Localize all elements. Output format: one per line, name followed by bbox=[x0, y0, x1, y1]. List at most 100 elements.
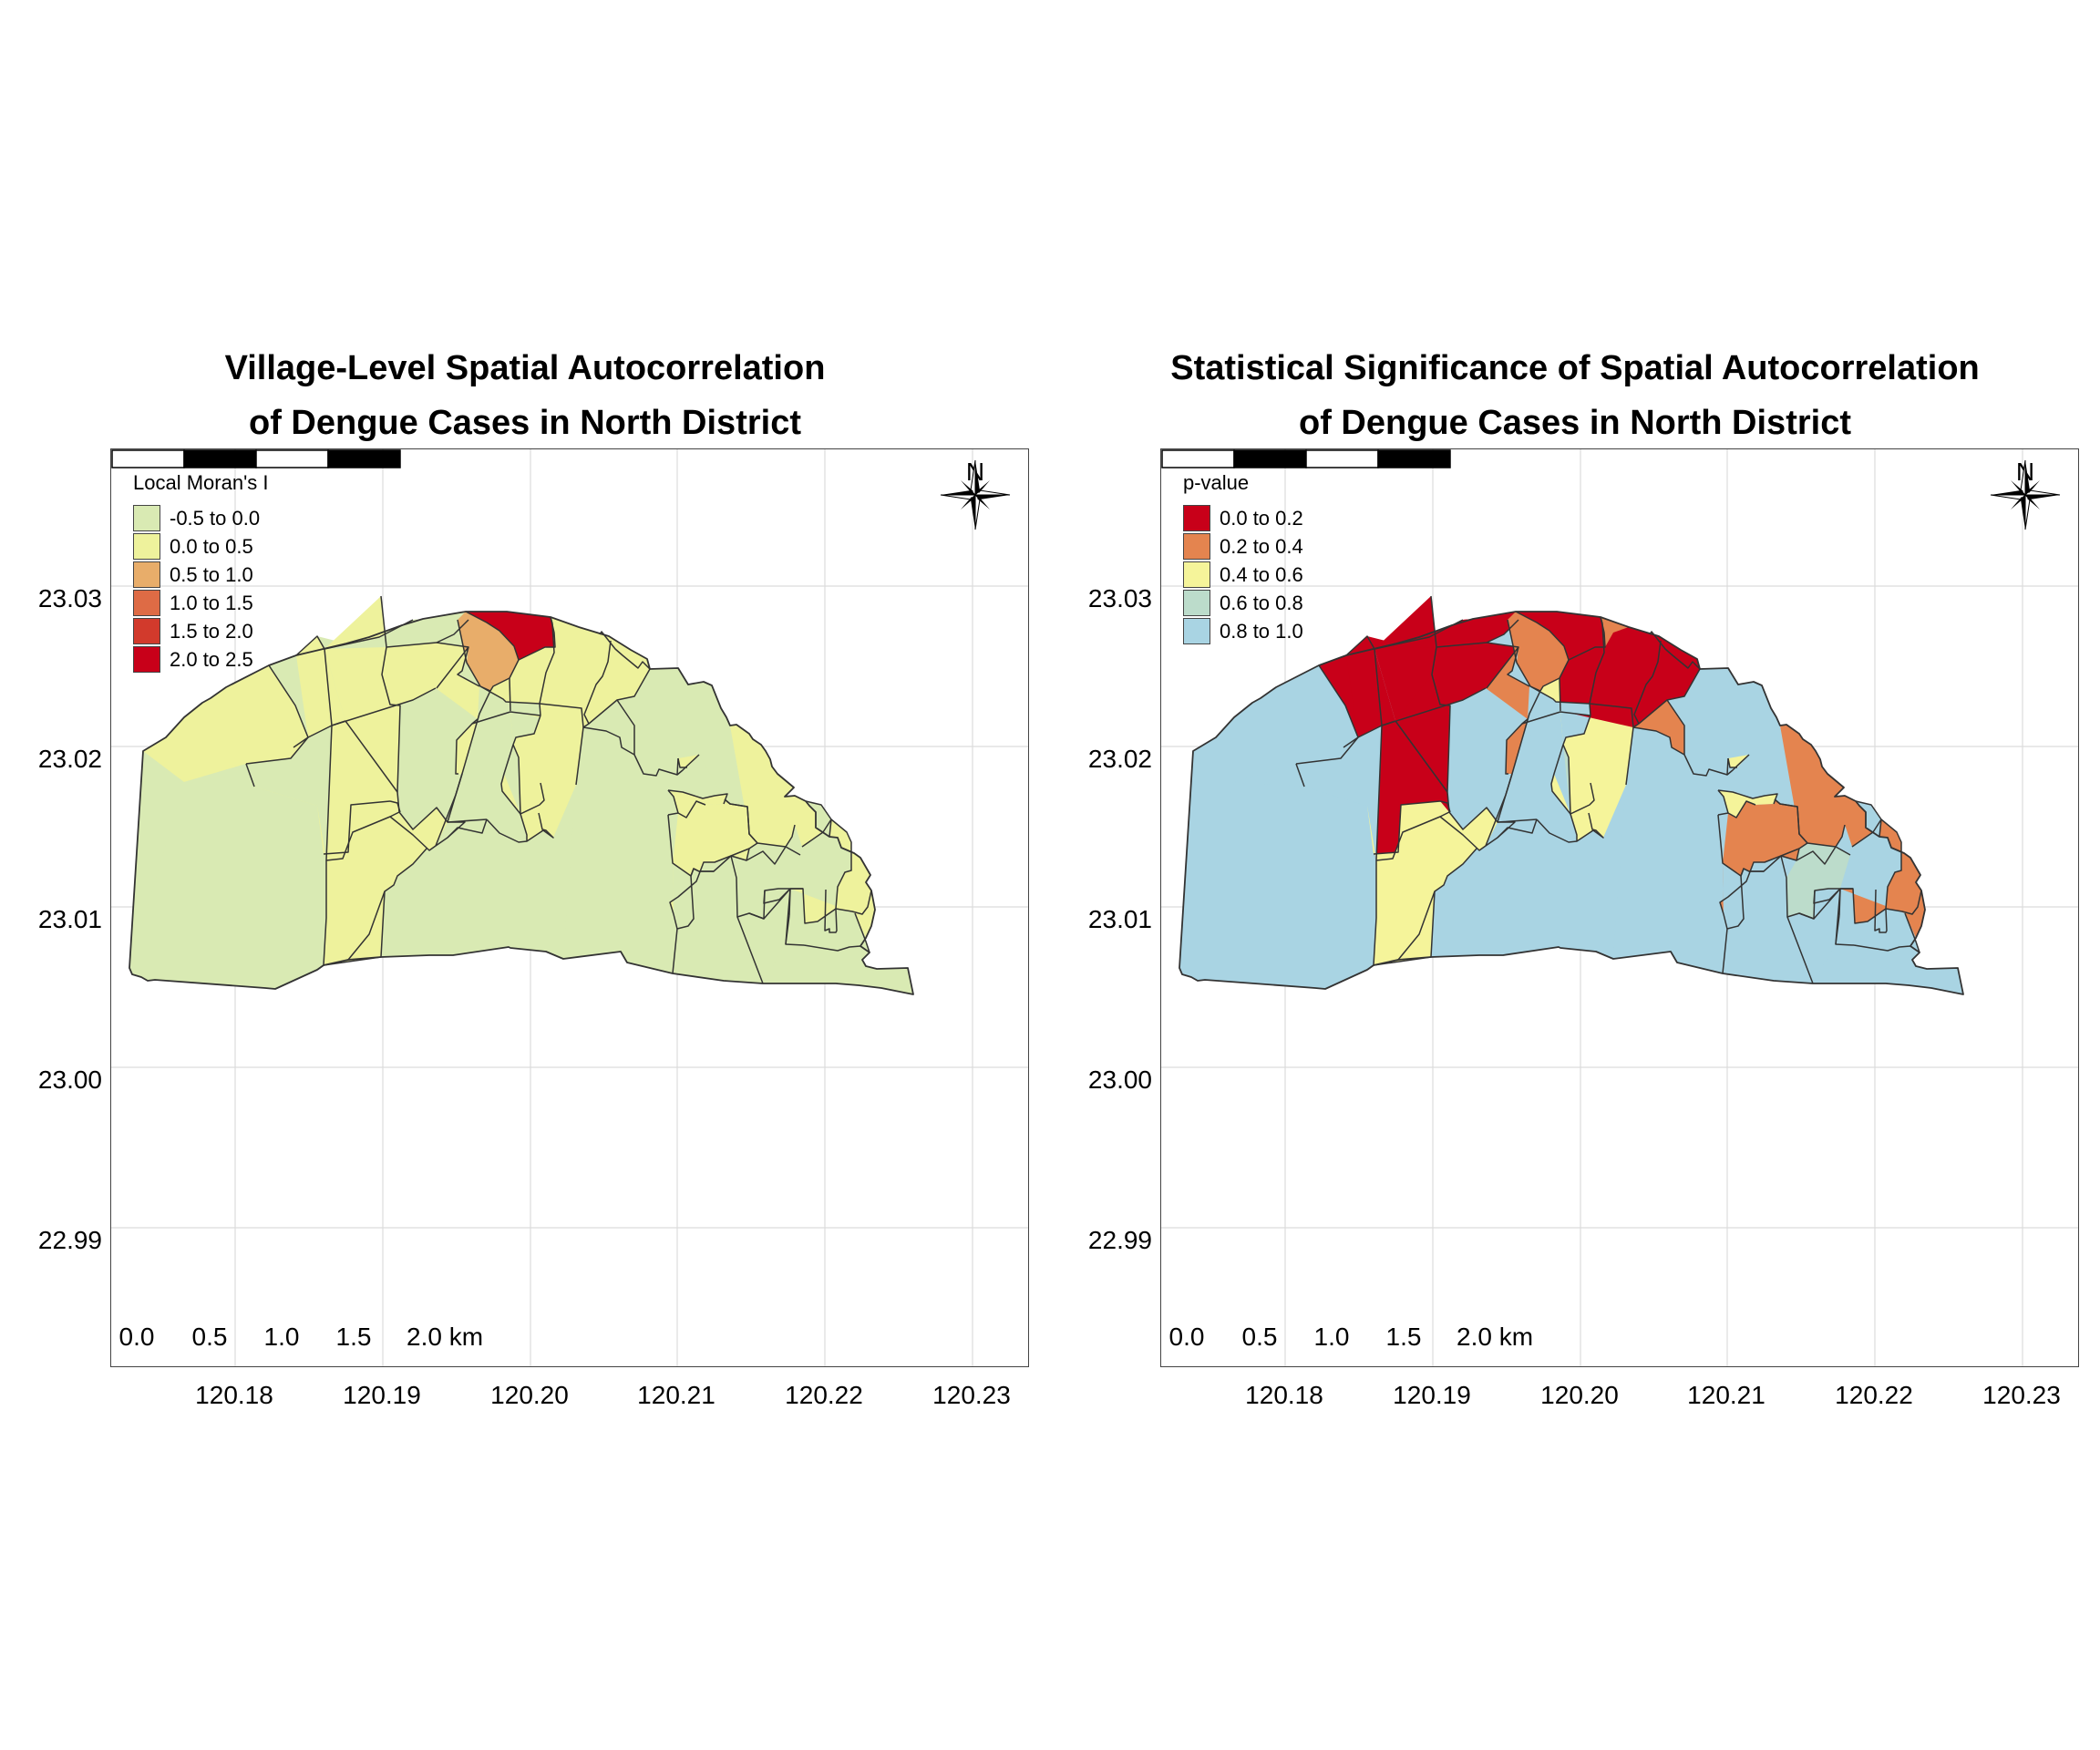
village-boundary bbox=[588, 668, 651, 725]
legend: Local Moran's I -0.5 to 0.0 0.0 to 0.5 0.5… bbox=[133, 471, 269, 674]
legend-swatch bbox=[1183, 533, 1210, 560]
village-region bbox=[763, 944, 913, 994]
village-boundary bbox=[398, 807, 488, 830]
village-boundary bbox=[436, 646, 480, 689]
x-tick-label: 120.21 bbox=[637, 1381, 715, 1409]
village-region bbox=[317, 801, 399, 860]
y-tick-label: 23.01 bbox=[37, 905, 102, 933]
legend-item: 0.0 to 0.2 bbox=[1183, 504, 1303, 532]
map-title: Village-Level Spatial Autocorrelation of… bbox=[0, 341, 1050, 450]
village-region bbox=[678, 755, 699, 767]
village-boundary bbox=[1570, 782, 1595, 841]
scale-label: 1.0 bbox=[1313, 1323, 1350, 1351]
legend-label: 2.0 to 2.5 bbox=[170, 647, 253, 671]
village-boundary bbox=[500, 744, 521, 815]
village-boundary bbox=[575, 640, 612, 786]
village-region bbox=[838, 913, 870, 952]
village-region bbox=[1633, 700, 1684, 755]
village-region bbox=[737, 889, 838, 983]
village-boundary bbox=[673, 913, 678, 930]
village-region bbox=[1440, 808, 1498, 850]
village-region bbox=[466, 612, 555, 660]
village-boundary bbox=[520, 782, 545, 841]
village-boundary bbox=[1550, 744, 1571, 815]
village-region bbox=[1813, 944, 1963, 994]
village-boundary bbox=[245, 763, 255, 788]
village-region bbox=[1786, 843, 1850, 919]
village-boundary bbox=[1638, 668, 1701, 725]
village-boundary bbox=[730, 855, 764, 984]
village-boundary bbox=[676, 754, 700, 776]
village-boundary bbox=[1497, 821, 1516, 839]
village-region bbox=[730, 725, 831, 864]
village-boundary bbox=[736, 888, 790, 920]
village-boundary bbox=[1727, 757, 1737, 768]
village-region bbox=[1431, 785, 1626, 959]
village-boundary bbox=[1838, 888, 1841, 916]
village-boundary bbox=[1515, 611, 1570, 661]
map-frame: Local Moran's I -0.5 to 0.0 0.0 to 0.5 0.5… bbox=[110, 448, 1029, 1367]
village-boundary bbox=[447, 821, 466, 839]
village-boundary bbox=[1796, 824, 1846, 865]
map-frame: p-value 0.0 to 0.2 0.2 to 0.4 0.4 to 0.6 0.… bbox=[1160, 448, 2079, 1367]
compass-rose-icon bbox=[940, 459, 1011, 530]
village-boundary bbox=[1632, 726, 1729, 777]
x-tick-label: 120.22 bbox=[1835, 1381, 1913, 1409]
village-boundary bbox=[677, 800, 706, 818]
scale-label: 2.0 km bbox=[1456, 1323, 1534, 1351]
village-region bbox=[670, 799, 757, 914]
compass-rose-icon bbox=[1990, 459, 2061, 530]
legend-label: 0.8 to 1.0 bbox=[1220, 619, 1303, 643]
village-boundary bbox=[1666, 699, 1685, 755]
village-region bbox=[436, 647, 490, 774]
village-boundary bbox=[1835, 846, 1851, 856]
x-tick-label: 120.19 bbox=[1393, 1381, 1471, 1409]
village-region bbox=[1367, 801, 1449, 860]
legend-label: 0.5 to 1.0 bbox=[170, 562, 253, 586]
village-boundary bbox=[1539, 616, 1606, 692]
village-boundary bbox=[1855, 800, 1902, 910]
scale-label: 1.5 bbox=[1385, 1323, 1422, 1351]
map-title-line1: Village-Level Spatial Autocorrelation bbox=[224, 349, 826, 387]
village-region bbox=[1346, 636, 1395, 737]
village-region bbox=[1486, 774, 1537, 846]
village-boundary bbox=[824, 889, 838, 933]
village-boundary bbox=[435, 773, 463, 847]
village-boundary bbox=[785, 846, 801, 856]
village-region bbox=[1780, 725, 1881, 864]
map-title-line1: Statistical Significance of Spatial Auto… bbox=[1170, 349, 1980, 387]
village-boundary bbox=[455, 718, 479, 775]
village-region bbox=[1486, 647, 1540, 774]
village-boundary bbox=[1381, 687, 1487, 726]
choropleth-map bbox=[1161, 449, 2078, 1366]
village-boundary bbox=[1588, 812, 1604, 839]
legend-swatch bbox=[133, 561, 160, 588]
village-boundary bbox=[1727, 800, 1756, 818]
village-boundary bbox=[1726, 754, 1750, 776]
village-boundary bbox=[805, 800, 852, 910]
legend-item: 0.6 to 0.8 bbox=[1183, 589, 1303, 617]
village-boundary bbox=[1740, 848, 1800, 877]
y-tick-label: 23.01 bbox=[1087, 905, 1152, 933]
village-boundary bbox=[1719, 855, 1782, 915]
legend-swatch bbox=[133, 533, 160, 560]
village-boundary bbox=[1485, 773, 1513, 847]
village-boundary bbox=[616, 699, 635, 755]
village-region bbox=[324, 612, 468, 649]
legend-label: 0.2 to 0.4 bbox=[1220, 534, 1303, 558]
x-tick-label: 120.23 bbox=[1982, 1381, 2061, 1409]
village-boundary bbox=[724, 798, 787, 848]
village-boundary bbox=[667, 789, 679, 816]
village-boundary bbox=[672, 875, 695, 974]
village-region bbox=[1840, 889, 1925, 938]
village-boundary bbox=[1904, 912, 1920, 953]
village-boundary bbox=[1439, 800, 1451, 813]
village-boundary bbox=[1536, 818, 1594, 843]
village-region bbox=[1560, 627, 1700, 727]
village-boundary bbox=[268, 664, 309, 748]
village-region bbox=[1382, 643, 1518, 726]
village-boundary bbox=[785, 914, 790, 945]
village-boundary bbox=[690, 848, 750, 877]
x-tick-label: 120.22 bbox=[785, 1381, 863, 1409]
scale-label: 0.0 bbox=[118, 1323, 155, 1351]
